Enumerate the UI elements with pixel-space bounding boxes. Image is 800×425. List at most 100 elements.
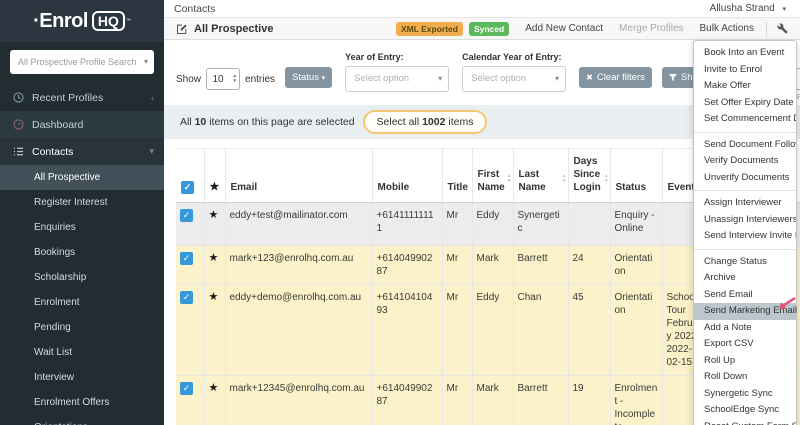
star-icon[interactable]: ★ — [208, 252, 219, 264]
email-cell[interactable]: mark+12345@enrolhq.com.au — [225, 375, 373, 425]
menu-item-assign-interviewer[interactable]: Assign Interviewer — [704, 197, 782, 208]
menu-item-reset-custom-form-submits[interactable]: Reset Custom Form Submits — [694, 419, 796, 425]
days-since-login-cell: 19 — [568, 375, 611, 425]
col-header-status[interactable]: Status — [610, 148, 663, 203]
synced-badge: Synced — [468, 21, 510, 36]
row-checkbox[interactable]: ✓ — [180, 382, 193, 395]
sidebar-subitem-all-prospective[interactable]: All Prospective — [0, 165, 164, 190]
header-checkbox[interactable]: ✓ — [181, 181, 194, 194]
chevron-down-icon: ▾ — [555, 74, 560, 83]
menu-item-roll-up[interactable]: Roll Up — [704, 354, 736, 366]
sidebar-subitem-enrolment[interactable]: Enrolment — [34, 297, 80, 308]
row-checkbox[interactable]: ✓ — [180, 291, 193, 304]
select-all-header[interactable]: ✓ — [176, 148, 205, 203]
row-checkbox[interactable]: ✓ — [180, 252, 193, 265]
menu-item-export-csv[interactable]: Export CSV — [704, 338, 754, 349]
star-icon[interactable]: ★ — [208, 382, 219, 394]
add-new-contact-button[interactable]: Add New Contact — [525, 23, 604, 34]
status-cell: Enrolment - Incomplete Application — [610, 375, 663, 425]
email-cell[interactable]: mark+123@enrolhq.com.au — [225, 245, 373, 285]
status-filter-button[interactable]: Status ▾ — [285, 67, 333, 88]
col-header-days-since-login[interactable]: Days Since Login ▲ ▼ — [568, 148, 611, 203]
menu-item-make-offer[interactable]: Make Offer — [704, 80, 751, 91]
menu-item-send-marketing-email[interactable]: Send Marketing Email — [694, 297, 797, 320]
status-cell: Orientation — [610, 284, 663, 376]
sort-icon[interactable]: ▲ ▼ — [604, 172, 609, 183]
sidebar-subitem-bookings[interactable]: Bookings — [34, 247, 76, 258]
stepper-icon[interactable]: ▲ ▼ — [232, 73, 238, 83]
sort-icon[interactable]: ▲ ▼ — [507, 172, 512, 183]
sort-icon[interactable]: ▲ ▼ — [562, 172, 567, 183]
sidebar-item-dashboard[interactable]: Dashboard — [0, 111, 164, 138]
title-cell: Mr — [442, 245, 473, 285]
menu-item-book-into-an-event[interactable]: Book Into an Event — [704, 47, 785, 58]
table-row: ✓ ★ mark+12345@enrolhq.com.au +614049902… — [176, 375, 800, 425]
menu-item-unverify-documents[interactable]: Unverify Documents — [704, 171, 790, 183]
menu-item-add-a-note[interactable]: Add a Note — [704, 321, 752, 333]
col-header-first-name[interactable]: First Name ▲ ▼ — [472, 148, 514, 203]
star-header[interactable]: ★ — [204, 148, 226, 203]
sidebar-subitem-interview[interactable]: Interview — [34, 372, 75, 383]
sidebar-subitem-scholarship[interactable]: Scholarship — [34, 272, 87, 283]
menu-item-unassign-interviewers[interactable]: Unassign Interviewers — [704, 213, 796, 225]
brand-prefix: · — [33, 9, 40, 32]
profile-search-input[interactable] — [10, 50, 154, 74]
sidebar-item-recent-profiles[interactable]: Recent Profiles ‹ — [0, 84, 164, 111]
first-name-cell: Mark — [472, 375, 514, 425]
topbar: Contacts Allusha Strand ▾ — [164, 0, 800, 18]
divider — [766, 21, 767, 36]
row-star-cell: ★ — [204, 284, 226, 376]
wrench-icon[interactable] — [777, 23, 788, 34]
email-cell[interactable]: eddy+test@mailinator.com — [225, 202, 373, 246]
chevron-down-icon: ▾ — [438, 74, 443, 83]
row-star-cell: ★ — [204, 375, 226, 425]
menu-item-set-offer-expiry-date[interactable]: Set Offer Expiry Date — [704, 96, 794, 108]
col-header-mobile[interactable]: Mobile — [372, 148, 443, 203]
mobile-cell: +61404990287 — [372, 245, 443, 285]
sidebar-subitem-orientations[interactable]: Orientations — [0, 415, 164, 425]
menu-item-synergetic-sync[interactable]: Synergetic Sync — [704, 387, 773, 399]
select-all-button[interactable]: Select all 1002 items — [362, 110, 488, 134]
x-icon: ✖ — [586, 73, 593, 82]
menu-item-archive[interactable]: Archive — [704, 272, 736, 283]
menu-item-send-document-follow-up[interactable]: Send Document Follow-Up — [704, 138, 796, 150]
bulk-actions-button[interactable]: Bulk Actions — [699, 23, 754, 34]
menu-item-roll-down[interactable]: Roll Down — [704, 371, 748, 382]
sidebar-subitem-enrolment-offers[interactable]: Enrolment Offers — [34, 397, 110, 408]
days-since-login-cell: 24 — [568, 245, 611, 285]
merge-profiles-button[interactable]: Merge Profiles — [619, 23, 684, 34]
sidebar-item-contacts[interactable]: Contacts ▾ — [0, 138, 164, 165]
col-header-last-name[interactable]: Last Name ▲ ▼ — [513, 148, 569, 203]
sidebar-subitem-pending[interactable]: Pending — [34, 322, 71, 333]
menu-item-invite-to-enrol[interactable]: Invite to Enrol — [704, 63, 763, 75]
menu-item-send-interview-invite-email[interactable]: Send Interview Invite Email — [704, 230, 796, 241]
page-size-input[interactable] — [206, 68, 241, 90]
brand-name: Enrol — [39, 9, 88, 32]
menu-item-change-status[interactable]: Change Status — [704, 255, 767, 267]
sidebar-subitem-enquiries[interactable]: Enquiries — [34, 222, 76, 233]
row-checkbox-cell: ✓ — [176, 245, 205, 285]
year-of-entry-select[interactable]: Select option ▾ — [345, 66, 450, 92]
sidebar-subitem-wait-list[interactable]: Wait List — [34, 347, 72, 358]
email-cell[interactable]: eddy+demo@enrolhq.com.au — [225, 284, 373, 376]
last-name-cell: Barrett — [513, 245, 569, 285]
user-menu[interactable]: Allusha Strand ▾ — [710, 3, 786, 14]
star-icon[interactable]: ★ — [208, 291, 219, 303]
chevron-down-icon: ▾ — [149, 146, 154, 156]
row-star-cell: ★ — [204, 202, 226, 246]
col-header-email[interactable]: Email — [225, 148, 373, 203]
star-icon[interactable]: ★ — [208, 209, 219, 221]
selection-text: All — [180, 116, 192, 128]
col-header-title[interactable]: Title — [442, 148, 473, 203]
row-checkbox-cell: ✓ — [176, 375, 205, 425]
last-name-cell: Barrett — [513, 375, 569, 425]
menu-item-verify-documents[interactable]: Verify Documents — [704, 155, 779, 166]
menu-item-send-email[interactable]: Send Email — [704, 288, 753, 300]
row-checkbox[interactable]: ✓ — [180, 209, 193, 222]
menu-item-schooledge-sync[interactable]: SchoolEdge Sync — [704, 404, 779, 415]
calendar-year-select[interactable]: Select option ▾ — [462, 66, 567, 92]
menu-item-set-commencement-date[interactable]: Set Commencement Date — [704, 113, 796, 124]
calendar-year-filter: Calendar Year of Entry: Select option ▾ — [462, 52, 567, 92]
clear-filters-button[interactable]: ✖ Clear filters — [579, 67, 652, 88]
sidebar-subitem-register-interest[interactable]: Register Interest — [34, 197, 108, 208]
